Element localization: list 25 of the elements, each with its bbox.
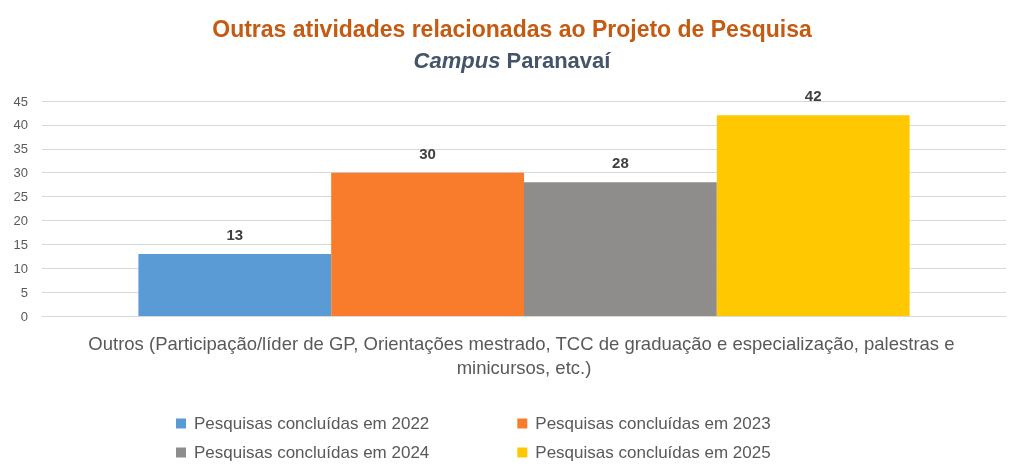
legend-label: Pesquisas concluídas em 2025 xyxy=(535,443,771,462)
y-tick-label: 15 xyxy=(13,236,28,252)
y-tick-label: 35 xyxy=(13,141,28,157)
y-tick-label: 45 xyxy=(13,93,28,109)
y-tick-label: 25 xyxy=(13,189,28,205)
y-tick-label: 30 xyxy=(13,165,28,181)
x-tick-label: Outros (Participação/líder de GP, Orientações mestrado, TCC de graduação e especialização, palestras e minicursos, etc.) xyxy=(88,332,960,378)
legend-label: Pesquisas concluídas em 2024 xyxy=(194,443,430,462)
y-tick-label: 10 xyxy=(13,260,28,276)
bar xyxy=(716,115,910,316)
y-tick-label: 40 xyxy=(13,117,28,133)
y-tick-label: 20 xyxy=(13,212,28,228)
data-label: 28 xyxy=(612,154,629,172)
data-label: 42 xyxy=(804,87,822,105)
y-tick-label: 5 xyxy=(20,284,28,300)
chart-title: Outras atividades relacionadas ao Projeto de Pesquisa xyxy=(212,15,812,42)
y-tick-label: 0 xyxy=(20,308,28,324)
bar xyxy=(138,253,332,316)
chart-subtitle: Campus Paranavaí xyxy=(413,47,612,73)
bar xyxy=(524,182,717,316)
legend-label: Pesquisas concluídas em 2022 xyxy=(194,414,430,433)
data-label: 13 xyxy=(226,225,244,243)
bar xyxy=(331,172,524,316)
legend-label: Pesquisas concluídas em 2023 xyxy=(535,414,771,433)
data-label: 30 xyxy=(419,144,436,162)
